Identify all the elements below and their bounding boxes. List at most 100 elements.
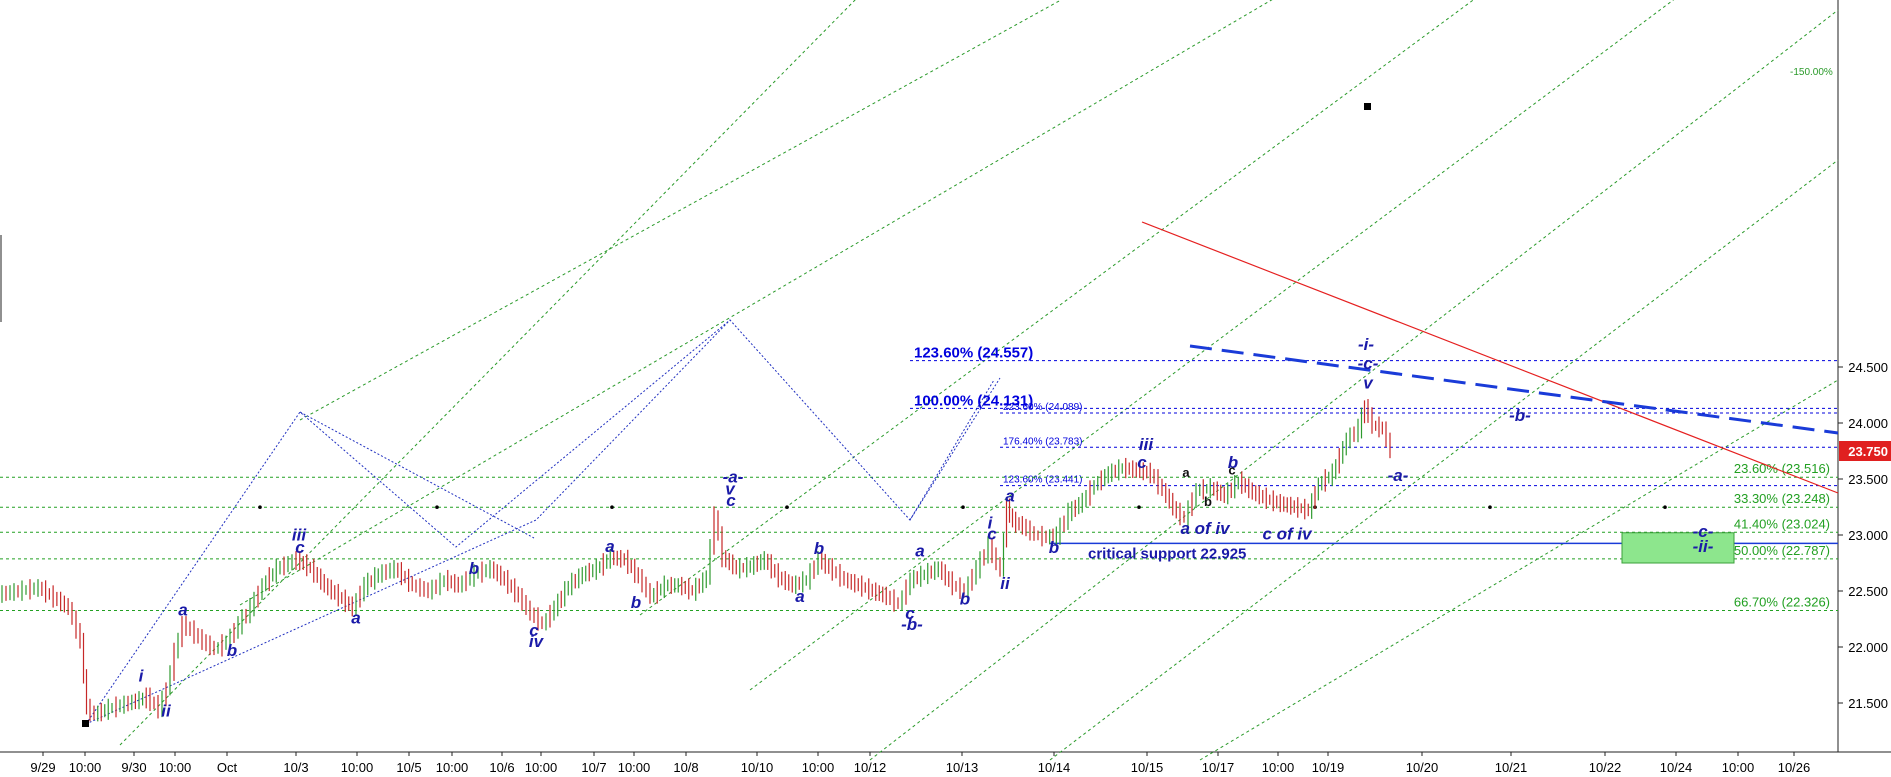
wave-label: b (1049, 538, 1059, 557)
wave-label: a (795, 587, 804, 606)
wave-label: b (1204, 494, 1212, 509)
y-tick-label: 21.500 (1848, 696, 1888, 711)
x-tick-label: 10:00 (1722, 760, 1755, 775)
wave-label: c (726, 491, 736, 510)
pivot-high-marker (1364, 103, 1371, 110)
fib-level-label: 50.00% (22.787) (1734, 543, 1830, 558)
fib-level-label: 176.40% (23.783) (1003, 436, 1083, 447)
y-tick-label: 22.500 (1848, 584, 1888, 599)
wave-label: -i- (1358, 335, 1374, 354)
wave-label: -b- (901, 615, 923, 634)
x-tick-label: 10:00 (69, 760, 102, 775)
x-tick-label: 10/12 (854, 760, 887, 775)
wave-label: b (814, 539, 824, 558)
channel-line (1199, 379, 1839, 761)
x-tick-label: 10/19 (1312, 760, 1345, 775)
x-tick-label: 10/17 (1202, 760, 1235, 775)
wave-structure-line (85, 319, 731, 725)
wave-label: c (1137, 453, 1147, 472)
x-tick-label: Oct (217, 760, 238, 775)
blue-dashed-trendline (1189, 344, 1839, 435)
wave-structure-line (909, 379, 995, 521)
level-marker-dot (610, 505, 614, 510)
wave-structure-line (299, 411, 535, 539)
channel-line (299, 0, 1062, 421)
level-marker-dot (258, 505, 262, 510)
wave-label: iii (1139, 435, 1154, 454)
wave-label: iv (529, 632, 545, 651)
wave-label: c of iv (1262, 524, 1313, 543)
wave-label: -ii- (1693, 537, 1714, 556)
x-tick-label: 10:00 (525, 760, 558, 775)
x-tick-label: 10:00 (618, 760, 651, 775)
wave-label: c (987, 524, 997, 543)
x-tick-label: 10/8 (673, 760, 698, 775)
x-tick-label: 10/5 (396, 760, 421, 775)
wave-label: i (139, 667, 145, 686)
wave-label: c (905, 604, 915, 623)
wave-label: b (1228, 453, 1238, 472)
wave-label: c (295, 538, 305, 557)
wave-label: b (227, 641, 237, 660)
level-marker-dot (1137, 505, 1141, 510)
target-zone-box (1621, 532, 1735, 564)
x-tick-label: 10/13 (946, 760, 979, 775)
x-tick-label: 10/22 (1589, 760, 1622, 775)
fib-level-label: 41.40% (23.024) (1734, 516, 1830, 531)
fib-level-label: 33.30% (23.248) (1734, 491, 1830, 506)
wave-label: a of iv (1180, 519, 1231, 538)
wave-label: v (725, 480, 736, 499)
channel-line (749, 0, 1675, 691)
x-tick-label: 10/3 (283, 760, 308, 775)
y-tick-label: 24.500 (1848, 360, 1888, 375)
channel-line (119, 0, 856, 746)
wave-label: a (1182, 465, 1190, 480)
x-tick-label: 10:00 (802, 760, 835, 775)
x-tick-label: 10:00 (1262, 760, 1295, 775)
x-tick-label: 10/20 (1406, 760, 1439, 775)
fan-label: -150.00% (1790, 67, 1833, 78)
x-tick-label: 10/24 (1660, 760, 1693, 775)
channel-lines: -150.00% (119, 0, 1839, 761)
price-series (1, 399, 1391, 722)
channel-line (869, 9, 1839, 761)
fib-level-label: 23.60% (23.516) (1734, 461, 1830, 476)
wave-label: v (1363, 373, 1374, 392)
wave-label: iii (292, 526, 307, 545)
level-marker-dot (961, 505, 965, 510)
fib-level-label: 66.70% (22.326) (1734, 594, 1830, 609)
wave-label: -c- (1693, 522, 1714, 541)
red-trendline (1141, 221, 1839, 494)
wave-label: c (529, 621, 539, 640)
x-tick-label: 9/30 (121, 760, 146, 775)
fib-level-label: 100.00% (24.131) (914, 392, 1033, 409)
level-marker-dot (1488, 505, 1492, 510)
wave-label: ii (1000, 574, 1011, 593)
wave-label: c (1228, 463, 1235, 478)
level-marker-dot (785, 505, 789, 510)
wave-label: ii (161, 701, 172, 720)
x-tick-label: 10/26 (1778, 760, 1811, 775)
wave-label: -a- (1388, 466, 1409, 485)
level-marker-dot (1663, 505, 1667, 510)
level-marker-dot (435, 505, 439, 510)
x-tick-label: 10/10 (741, 760, 774, 775)
x-tick-label: 10/6 (489, 760, 514, 775)
wave-label: -b- (1509, 406, 1531, 425)
wave-label: a (605, 537, 614, 556)
x-tick-label: 10/15 (1131, 760, 1164, 775)
x-tick-label: 9/29 (30, 760, 55, 775)
wave-label: a (178, 601, 187, 620)
y-tick-label: 23.500 (1848, 472, 1888, 487)
x-tick-label: 10/14 (1038, 760, 1071, 775)
wave-label: a (915, 541, 924, 560)
y-tick-label: 24.000 (1848, 416, 1888, 431)
x-tick-label: 10/7 (581, 760, 606, 775)
fib-level-label: 123.60% (24.557) (914, 345, 1033, 362)
wave-label: a (351, 608, 360, 627)
wave-label: b (960, 589, 970, 608)
fib-level-label: 123.60% (23.441) (1003, 475, 1083, 486)
wave-label: i (988, 513, 994, 532)
x-tick-label: 10:00 (341, 760, 374, 775)
y-tick-label: 22.000 (1848, 640, 1888, 655)
